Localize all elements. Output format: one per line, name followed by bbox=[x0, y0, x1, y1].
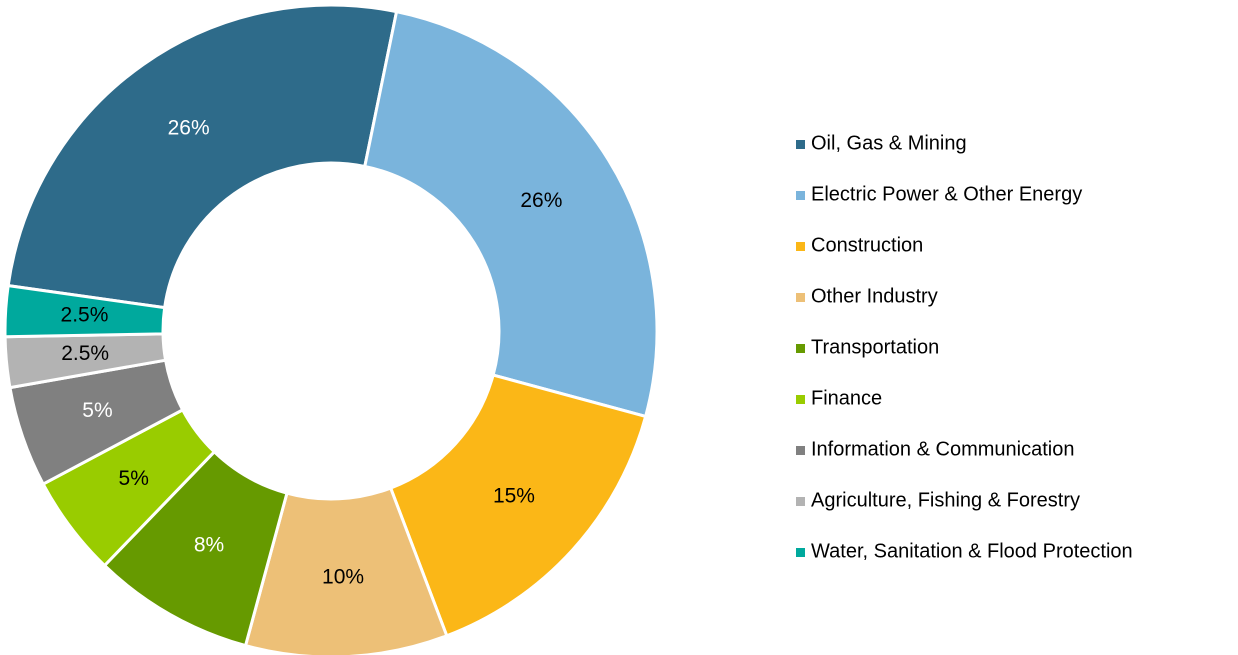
data-label: 5% bbox=[119, 467, 149, 490]
data-label: 2.5% bbox=[61, 303, 109, 326]
legend-swatch bbox=[796, 191, 805, 200]
legend-label: Transportation bbox=[811, 336, 939, 358]
legend-label: Finance bbox=[811, 387, 882, 409]
legend-swatch bbox=[796, 140, 805, 149]
data-label: 2.5% bbox=[61, 342, 109, 365]
legend-swatch bbox=[796, 242, 805, 251]
donut-slice bbox=[388, 373, 648, 638]
data-label: 10% bbox=[322, 565, 364, 588]
legend-swatch bbox=[796, 395, 805, 404]
data-label: 8% bbox=[194, 533, 224, 556]
legend-label: Construction bbox=[811, 234, 923, 256]
legend-label: Electric Power & Other Energy bbox=[811, 183, 1082, 205]
legend-swatch bbox=[796, 446, 805, 455]
legend-swatch bbox=[796, 497, 805, 506]
legend-swatch bbox=[796, 344, 805, 353]
donut-slice bbox=[6, 3, 399, 310]
data-label: 15% bbox=[493, 484, 535, 507]
data-label: 26% bbox=[168, 117, 210, 140]
legend-label: Agriculture, Fishing & Forestry bbox=[811, 489, 1080, 511]
legend-label: Information & Communication bbox=[811, 438, 1074, 460]
legend-label: Other Industry bbox=[811, 285, 938, 307]
legend-swatch bbox=[796, 293, 805, 302]
donut-slice bbox=[3, 283, 167, 339]
data-label: 26% bbox=[520, 189, 562, 212]
legend-swatch bbox=[796, 548, 805, 557]
legend-label: Oil, Gas & Mining bbox=[811, 132, 967, 154]
legend-label: Water, Sanitation & Flood Protection bbox=[811, 540, 1133, 562]
donut-slice bbox=[363, 9, 659, 419]
data-label: 5% bbox=[82, 399, 112, 422]
